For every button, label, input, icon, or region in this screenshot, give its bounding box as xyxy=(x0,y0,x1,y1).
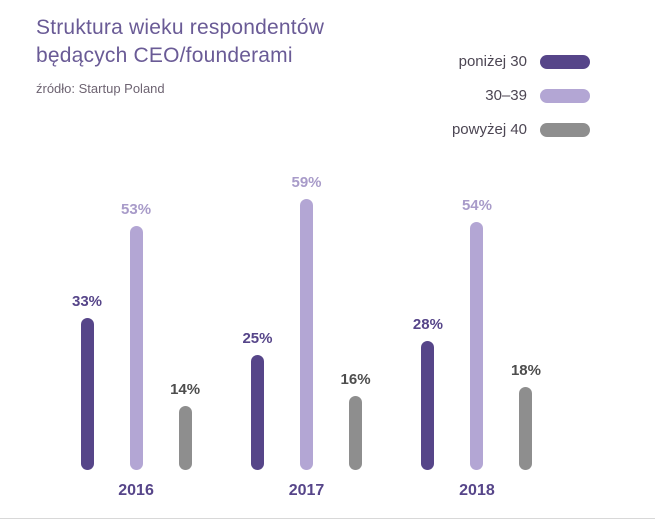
bar-column: 33% xyxy=(72,293,102,470)
bar-group: 25% 59% 16% 2017 xyxy=(242,174,370,500)
bar-value-label: 33% xyxy=(72,293,103,310)
bar-column: 53% xyxy=(121,201,151,470)
bar-column: 16% xyxy=(341,371,371,470)
legend: poniżej 30 30–39 powyżej 40 xyxy=(452,53,590,138)
legend-swatch xyxy=(540,88,590,103)
bar-value-label: 59% xyxy=(291,174,322,191)
legend-item: 30–39 xyxy=(485,87,590,104)
bar-chart: 33% 53% 14% 2016 25% 59% 16% 2017 28% 54% 18% 2018 xyxy=(42,174,613,500)
bar-group: 28% 54% 18% 2018 xyxy=(413,197,541,500)
bar-column: 25% xyxy=(242,330,272,470)
chart-title-line1: Struktura wieku respondentów xyxy=(36,16,325,39)
bar-cluster: 28% 54% 18% xyxy=(413,197,541,470)
category-label: 2016 xyxy=(118,482,154,499)
bar-column: 28% xyxy=(413,316,443,470)
legend-item: poniżej 30 xyxy=(459,53,590,70)
chart-source: źródło: Startup Poland xyxy=(36,81,165,97)
bar-value-label: 25% xyxy=(242,330,273,347)
bar xyxy=(300,199,313,470)
chart-header: Struktura wieku respondentów będących CEO… xyxy=(36,14,324,96)
legend-label: poniżej 30 xyxy=(458,53,527,70)
legend-item: powyżej 40 xyxy=(452,121,590,138)
bar xyxy=(349,396,363,470)
bar-value-label: 14% xyxy=(170,381,201,398)
bar xyxy=(519,387,533,470)
legend-swatch xyxy=(540,122,590,137)
bar-value-label: 18% xyxy=(510,362,541,379)
bar xyxy=(421,341,435,470)
bar-value-label: 54% xyxy=(461,197,492,214)
bar-value-label: 16% xyxy=(340,371,371,388)
bar-group: 33% 53% 14% 2016 xyxy=(72,201,200,500)
bar xyxy=(129,226,143,470)
legend-label: powyżej 40 xyxy=(451,121,527,138)
chart-title-line2: będących CEO/founderami xyxy=(36,43,293,67)
category-label: 2018 xyxy=(459,482,495,499)
legend-label: 30–39 xyxy=(485,87,527,104)
bar-column: 54% xyxy=(462,197,492,470)
bar xyxy=(250,355,264,470)
bar-value-label: 28% xyxy=(412,316,443,333)
bar-column: 14% xyxy=(170,381,200,470)
bar-column: 59% xyxy=(291,174,322,470)
bar xyxy=(470,222,484,470)
bar-cluster: 25% 59% 16% xyxy=(242,174,371,470)
legend-swatch xyxy=(540,54,590,69)
category-label: 2017 xyxy=(288,482,325,499)
bar xyxy=(80,318,94,470)
bar-column: 18% xyxy=(511,362,541,470)
chart-title: Struktura wieku respondentów będących CEO… xyxy=(36,14,324,69)
bar-value-label: 53% xyxy=(121,201,152,218)
bar-cluster: 33% 53% 14% xyxy=(72,201,200,470)
bottom-divider xyxy=(0,518,655,519)
bar xyxy=(178,406,192,470)
